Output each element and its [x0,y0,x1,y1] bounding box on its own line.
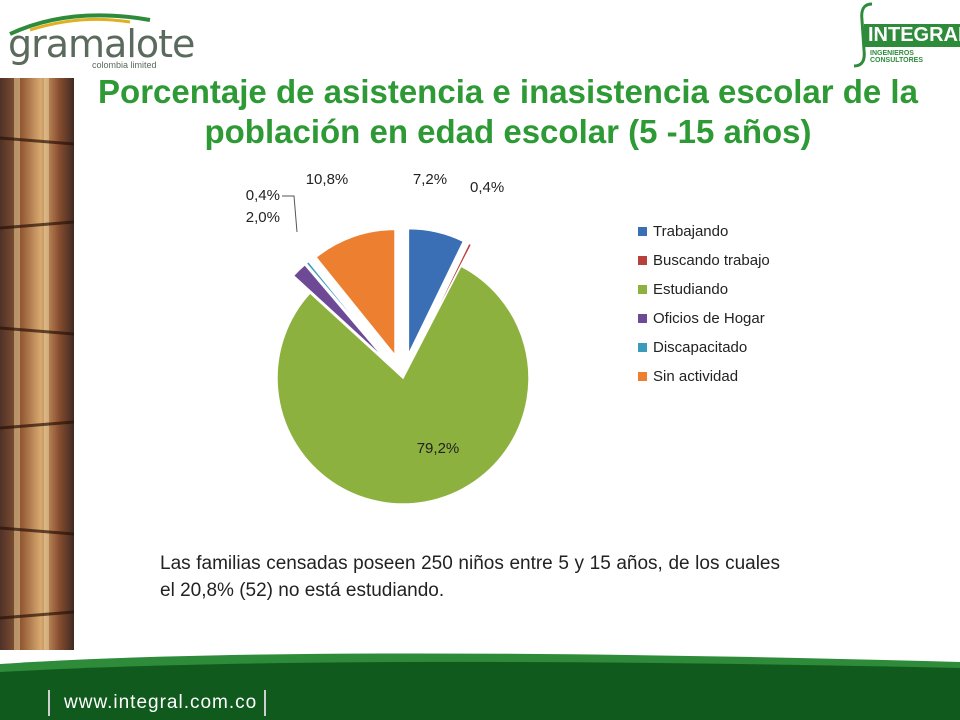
footer-separator [264,690,266,716]
legend-label: Buscando trabajo [653,252,770,269]
footer-separator [48,690,50,716]
logo-left-name: gramalote [8,22,195,66]
legend-swatch [638,227,647,236]
legend-swatch [638,372,647,381]
logo-right-name: INTEGRAL [864,24,960,47]
logo-swoosh-icon [9,13,151,36]
legend-label: Oficios de Hogar [653,310,765,327]
gramalote-logo: gramalote colombia limited [0,0,195,72]
caption-text: Las familias censadas poseen 250 niños e… [160,553,780,601]
pie-slice-sin-actividad [314,228,396,358]
legend-label: Discapacitado [653,339,747,356]
integral-logo: INTEGRAL INGENIEROS CONSULTORES [850,0,960,70]
footer: www.integral.com.co [0,650,960,720]
page-title: Porcentaje de asistencia e inasistencia … [98,73,918,150]
pie-slice-oficios-de-hogar [292,263,387,362]
logo-left-sub: colombia limited [92,60,157,70]
legend-swatch [638,343,647,352]
logo-right-sub: INGENIEROS CONSULTORES [870,50,924,64]
leader-line [282,195,298,233]
pie-slice-discapacitado [305,260,389,360]
legend-label: Sin actividad [653,368,738,385]
pie-slice-trabajando [407,227,465,355]
data-label: 0,4% [246,187,280,204]
data-label: 7,2% [413,171,447,188]
data-label: 0,4% [470,179,504,196]
data-label: 2,0% [246,209,280,226]
legend-label: Estudiando [653,281,728,298]
pie-slice-estudiando [276,265,530,505]
footer-swoosh [0,653,960,720]
data-label: 79,2% [417,440,460,457]
footer-url[interactable]: www.integral.com.co [64,692,258,713]
legend-swatch [638,285,647,294]
legend-swatch [638,256,647,265]
legend-label: Trabajando [653,223,728,240]
integral-symbol-icon [853,2,873,68]
sugarcane-decoration [0,78,74,650]
legend-swatch [638,314,647,323]
data-label: 10,8% [306,171,349,188]
